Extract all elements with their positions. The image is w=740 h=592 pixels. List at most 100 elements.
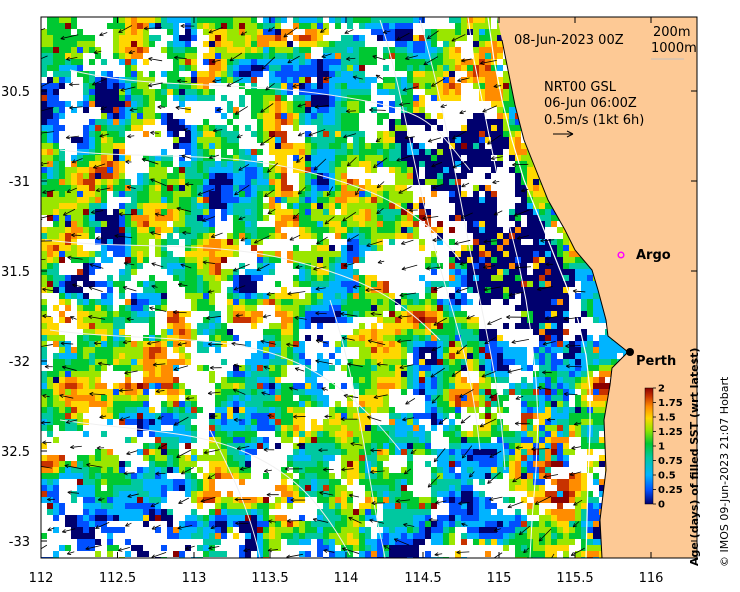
sst-cell <box>539 389 545 395</box>
sst-cell <box>491 329 497 335</box>
sst-cell <box>323 143 329 149</box>
sst-cell <box>227 335 233 341</box>
sst-cell <box>299 35 305 41</box>
sst-cell <box>461 335 467 341</box>
sst-cell <box>101 395 107 401</box>
sst-cell <box>287 83 293 89</box>
sst-cell <box>497 263 503 269</box>
sst-cell <box>137 113 143 119</box>
sst-cell <box>497 377 503 383</box>
sst-cell <box>563 275 569 281</box>
sst-cell <box>347 317 353 323</box>
sst-cell <box>329 353 335 359</box>
sst-cell <box>209 437 215 443</box>
sst-cell <box>461 293 467 299</box>
sst-cell <box>131 65 137 71</box>
sst-cell <box>323 287 329 293</box>
sst-cell <box>431 383 437 389</box>
sst-cell <box>293 71 299 77</box>
sst-cell <box>521 245 527 251</box>
sst-cell <box>269 191 275 197</box>
sst-cell <box>71 23 77 29</box>
sst-cell <box>191 251 197 257</box>
sst-cell <box>125 419 131 425</box>
sst-cell <box>323 179 329 185</box>
sst-cell <box>59 461 65 467</box>
sst-cell <box>371 335 377 341</box>
sst-cell <box>317 317 323 323</box>
sst-cell <box>59 299 65 305</box>
sst-cell <box>317 59 323 65</box>
sst-cell <box>245 239 251 245</box>
sst-cell <box>137 47 143 53</box>
sst-cell <box>413 221 419 227</box>
sst-cell <box>119 383 125 389</box>
sst-cell <box>479 371 485 377</box>
sst-cell <box>461 161 467 167</box>
sst-cell <box>221 29 227 35</box>
sst-cell <box>137 203 143 209</box>
sst-cell <box>203 341 209 347</box>
sst-cell <box>491 239 497 245</box>
sst-cell <box>65 191 71 197</box>
sst-cell <box>83 263 89 269</box>
sst-cell <box>371 371 377 377</box>
sst-cell <box>263 95 269 101</box>
sst-cell <box>497 53 503 59</box>
sst-cell <box>143 317 149 323</box>
sst-cell <box>509 245 515 251</box>
sst-cell <box>311 185 317 191</box>
sst-cell <box>131 305 137 311</box>
sst-cell <box>551 323 557 329</box>
sst-cell <box>101 89 107 95</box>
sst-cell <box>137 263 143 269</box>
sst-cell <box>245 203 251 209</box>
sst-cell <box>113 383 119 389</box>
sst-cell <box>179 155 185 161</box>
sst-cell <box>437 179 443 185</box>
sst-cell <box>191 179 197 185</box>
sst-cell <box>179 221 185 227</box>
sst-cell <box>287 113 293 119</box>
sst-cell <box>569 263 575 269</box>
sst-cell <box>119 269 125 275</box>
sst-cell <box>119 221 125 227</box>
sst-cell <box>281 347 287 353</box>
sst-cell <box>395 101 401 107</box>
sst-cell <box>545 209 551 215</box>
sst-cell <box>293 401 299 407</box>
sst-cell <box>53 29 59 35</box>
sst-cell <box>467 77 473 83</box>
sst-cell <box>215 203 221 209</box>
sst-cell <box>431 77 437 83</box>
sst-cell <box>317 179 323 185</box>
sst-cell <box>275 47 281 53</box>
sst-cell <box>347 311 353 317</box>
sst-cell <box>77 275 83 281</box>
sst-cell <box>119 101 125 107</box>
sst-cell <box>101 221 107 227</box>
sst-cell <box>125 71 131 77</box>
sst-cell <box>533 239 539 245</box>
sst-cell <box>389 329 395 335</box>
sst-cell <box>539 329 545 335</box>
sst-cell <box>467 119 473 125</box>
sst-cell <box>101 113 107 119</box>
sst-cell <box>275 419 281 425</box>
sst-cell <box>101 125 107 131</box>
sst-cell <box>545 311 551 317</box>
sst-cell <box>329 161 335 167</box>
sst-cell <box>407 101 413 107</box>
sst-cell <box>341 425 347 431</box>
sst-cell <box>227 401 233 407</box>
sst-cell <box>437 377 443 383</box>
sst-cell <box>377 137 383 143</box>
sst-cell <box>299 101 305 107</box>
sst-cell <box>353 53 359 59</box>
sst-cell <box>359 221 365 227</box>
sst-cell <box>101 407 107 413</box>
sst-cell <box>605 335 611 341</box>
sst-cell <box>581 311 587 317</box>
sst-cell <box>293 419 299 425</box>
sst-cell <box>125 101 131 107</box>
